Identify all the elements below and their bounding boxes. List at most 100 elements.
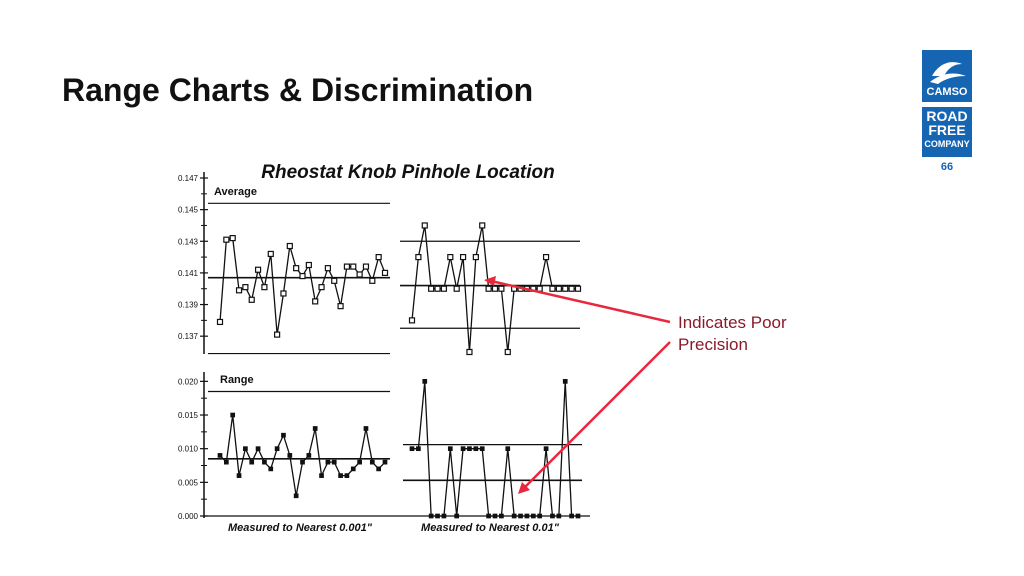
data-point — [312, 426, 318, 431]
data-point — [422, 379, 428, 384]
data-point — [318, 284, 325, 291]
data-point — [223, 236, 230, 243]
data-point — [261, 284, 268, 291]
data-point — [518, 513, 523, 519]
data-point — [479, 222, 486, 229]
data-point — [268, 466, 274, 472]
data-point — [235, 287, 243, 294]
data-point — [306, 453, 312, 458]
data-point — [504, 348, 511, 356]
data-point — [550, 513, 555, 519]
data-point — [505, 446, 511, 452]
data-point — [357, 459, 362, 465]
data-point — [441, 513, 447, 519]
data-point — [337, 303, 344, 310]
data-point — [216, 318, 224, 326]
data-point — [362, 263, 370, 270]
logo-free-text: FREE — [928, 122, 966, 138]
arrowhead-average-icon — [484, 276, 496, 286]
y-tick-label: 0.141 — [178, 269, 199, 278]
data-point — [542, 253, 550, 261]
data-point — [331, 459, 337, 465]
data-point — [248, 296, 255, 303]
y-tick-label: 0.010 — [178, 445, 199, 454]
y-tick-label: 0.000 — [178, 512, 199, 521]
average-panel-label: Average — [214, 186, 257, 198]
data-point — [319, 473, 324, 478]
data-point — [428, 513, 434, 519]
average-y-axis: 0.147 0.145 0.143 0.141 0.139 0.137 — [178, 172, 208, 354]
annotation-arrows — [484, 276, 671, 494]
data-point — [350, 263, 357, 270]
data-point — [459, 253, 467, 261]
data-point — [274, 446, 280, 452]
data-point — [236, 473, 242, 478]
data-point — [467, 446, 472, 452]
data-point — [312, 298, 319, 305]
average-right-series — [400, 222, 582, 356]
data-point — [499, 513, 504, 519]
logo-road-text: ROAD — [926, 108, 968, 124]
right-x-label: Measured to Nearest 0.01" — [421, 522, 560, 534]
data-point — [381, 269, 389, 277]
data-point — [305, 261, 312, 269]
data-point — [267, 250, 274, 258]
range-y-axis: 0.020 0.015 0.010 0.005 0.000 — [178, 372, 590, 521]
data-point — [286, 242, 293, 250]
range-panel-label: Range — [220, 374, 254, 386]
data-point — [485, 285, 492, 292]
data-point — [300, 459, 305, 465]
data-point — [338, 473, 343, 478]
data-point — [421, 222, 428, 229]
data-point — [262, 459, 267, 465]
page-number: 66 — [940, 161, 954, 173]
data-point — [324, 265, 331, 272]
arrowhead-range-icon — [518, 482, 530, 494]
arrow-to-average-line — [490, 279, 671, 324]
y-tick-label: 0.139 — [178, 301, 199, 310]
data-point — [408, 317, 416, 324]
data-point — [568, 285, 575, 292]
data-point — [447, 253, 454, 261]
data-point — [472, 253, 479, 261]
data-point — [530, 513, 536, 519]
average-left-series — [208, 202, 390, 355]
series-line — [412, 381, 578, 517]
camso-brand-text: CAMSO — [926, 86, 968, 98]
data-point — [255, 446, 261, 452]
data-point — [223, 459, 229, 465]
annotation-line-2: Precision — [678, 335, 748, 354]
data-point — [382, 459, 388, 465]
data-point — [416, 446, 421, 452]
data-point — [440, 285, 448, 292]
data-point — [524, 513, 530, 519]
range-right-series — [403, 379, 582, 519]
data-point — [293, 493, 299, 499]
data-point — [344, 473, 350, 478]
y-tick-label: 0.137 — [178, 332, 199, 341]
data-point — [363, 426, 369, 431]
y-tick-label: 0.145 — [178, 206, 199, 215]
data-point — [375, 253, 382, 261]
y-tick-label: 0.015 — [178, 411, 199, 420]
data-point — [356, 271, 363, 278]
data-point — [434, 285, 441, 292]
data-point — [293, 265, 300, 272]
data-point — [556, 513, 562, 519]
data-point — [466, 348, 473, 356]
data-point — [562, 285, 569, 292]
y-tick-label: 0.005 — [178, 478, 199, 487]
slide-title: Range Charts & Discrimination — [62, 72, 534, 108]
data-point — [243, 446, 248, 452]
data-point — [473, 446, 479, 452]
logo-company-text: COMPANY — [924, 139, 970, 149]
y-tick-label: 0.020 — [178, 377, 199, 386]
data-point — [280, 290, 287, 297]
data-point — [369, 459, 375, 465]
y-tick-label: 0.147 — [178, 174, 199, 183]
data-point — [569, 513, 574, 519]
data-point — [460, 446, 466, 452]
data-point — [574, 285, 582, 292]
y-tick-label: 0.143 — [178, 237, 199, 246]
